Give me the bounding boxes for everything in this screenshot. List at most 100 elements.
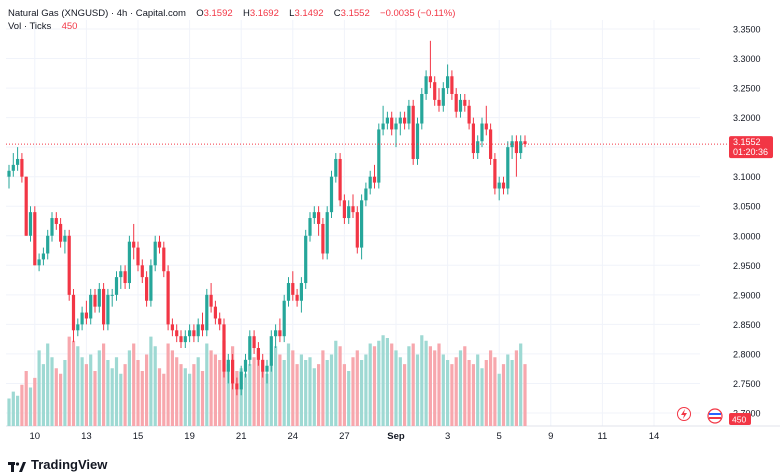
volume-bar (467, 360, 471, 426)
x-axis-tick-label: Sep (387, 431, 405, 442)
candle-body (226, 359, 230, 372)
volume-bar (385, 338, 389, 426)
lightning-glyph-icon (681, 409, 687, 419)
candle-body (175, 330, 179, 337)
candle-body (269, 336, 273, 366)
candle-body (420, 93, 424, 124)
candle-body (450, 76, 454, 94)
volume-bar (471, 364, 475, 426)
volume-bar (218, 360, 222, 426)
candle-body (16, 158, 20, 165)
candle-body (295, 294, 299, 301)
event-icon-stripe (709, 413, 721, 415)
volume-bar (364, 354, 368, 426)
volume-bar (312, 368, 316, 426)
volume-bar (261, 371, 265, 426)
volume-bar (317, 364, 321, 426)
volume-bar (493, 357, 497, 426)
change-value: −0.0035 (−0.11%) (380, 8, 456, 19)
candle-body (458, 99, 463, 112)
volume-bar (351, 357, 355, 426)
volume-bar (71, 340, 76, 426)
volume-bar (501, 364, 506, 426)
y-axis-tick-label: 3.2000 (733, 113, 761, 123)
x-axis-tick-label: 3 (445, 431, 450, 442)
candle-body (274, 330, 278, 337)
volume-label[interactable]: Vol · Ticks (8, 21, 52, 32)
volume-bar (304, 360, 308, 426)
candle-body (415, 123, 420, 159)
volume-bar (222, 340, 226, 426)
volume-value: 450 (61, 21, 78, 32)
x-axis-tick-label: 9 (548, 431, 553, 442)
volume-bar (179, 364, 183, 426)
candle-body (368, 176, 372, 189)
volume-bar (114, 357, 119, 426)
candle-body (50, 218, 54, 236)
volume-bar (46, 343, 50, 426)
volume-bar (454, 357, 458, 426)
volume-bar (295, 364, 299, 426)
x-axis-tick-label: 21 (236, 431, 247, 442)
economic-event-icon[interactable] (707, 408, 723, 424)
y-axis-tick-label: 3.3000 (733, 54, 761, 64)
candle-body (286, 283, 291, 301)
volume-bar (420, 335, 424, 426)
volume-bar (510, 360, 514, 426)
candle-body (304, 235, 308, 284)
x-axis-tick-label: 14 (649, 431, 660, 442)
volume-bar (11, 391, 15, 426)
candle-body (278, 330, 282, 337)
volume-bar (523, 364, 527, 426)
candle-body (514, 141, 518, 154)
candle-body (493, 158, 497, 189)
tradingview-logo[interactable]: TradingView (8, 457, 107, 472)
candle-body (222, 324, 226, 372)
candle-body (364, 188, 368, 201)
last-price-tag (729, 136, 773, 159)
candle-body (338, 158, 342, 201)
candle-body (59, 223, 63, 242)
volume-bar (106, 360, 110, 426)
symbol-row: Natural Gas (XNGUSD) · 4h · Capital.com … (8, 7, 455, 20)
candle-body (334, 158, 338, 177)
volume-bar (213, 354, 217, 426)
symbol-title[interactable]: Natural Gas (XNGUSD) · 4h · Capital.com (8, 8, 186, 19)
volume-bar (411, 343, 415, 426)
x-axis-tick-label: 10 (30, 431, 41, 442)
candle-body (377, 129, 381, 183)
candle-body (437, 99, 441, 106)
candle-body (351, 206, 355, 213)
volume-bar (7, 398, 11, 426)
volume-bar (110, 368, 114, 426)
volume-bar (127, 350, 131, 426)
volume-bar (321, 350, 325, 426)
candle-body (291, 283, 295, 295)
candle-body (385, 117, 389, 124)
candle-body (28, 212, 33, 236)
volume-bar (334, 340, 338, 426)
last-price-text: 3.1552 (733, 137, 761, 147)
candle-body (200, 324, 205, 331)
candle-body (239, 371, 243, 390)
candle-body (67, 235, 71, 295)
candle-body (188, 330, 192, 337)
volume-bar (80, 357, 84, 426)
volume-bar (136, 360, 140, 426)
volume-bar (265, 373, 269, 426)
volume-bar (93, 371, 97, 426)
volume-bar (235, 371, 239, 426)
y-axis-tick-label: 2.8500 (733, 320, 761, 330)
y-axis-tick-label: 2.9000 (733, 290, 761, 300)
volume-bar (381, 335, 385, 426)
candle-body (106, 294, 110, 325)
candle-body (480, 123, 484, 142)
candle-body (446, 76, 450, 89)
candle-body (153, 241, 157, 266)
y-axis-tick-label: 2.7500 (733, 379, 761, 389)
candle-body (127, 241, 131, 284)
volume-bar (119, 373, 123, 426)
candle-body (71, 294, 76, 331)
